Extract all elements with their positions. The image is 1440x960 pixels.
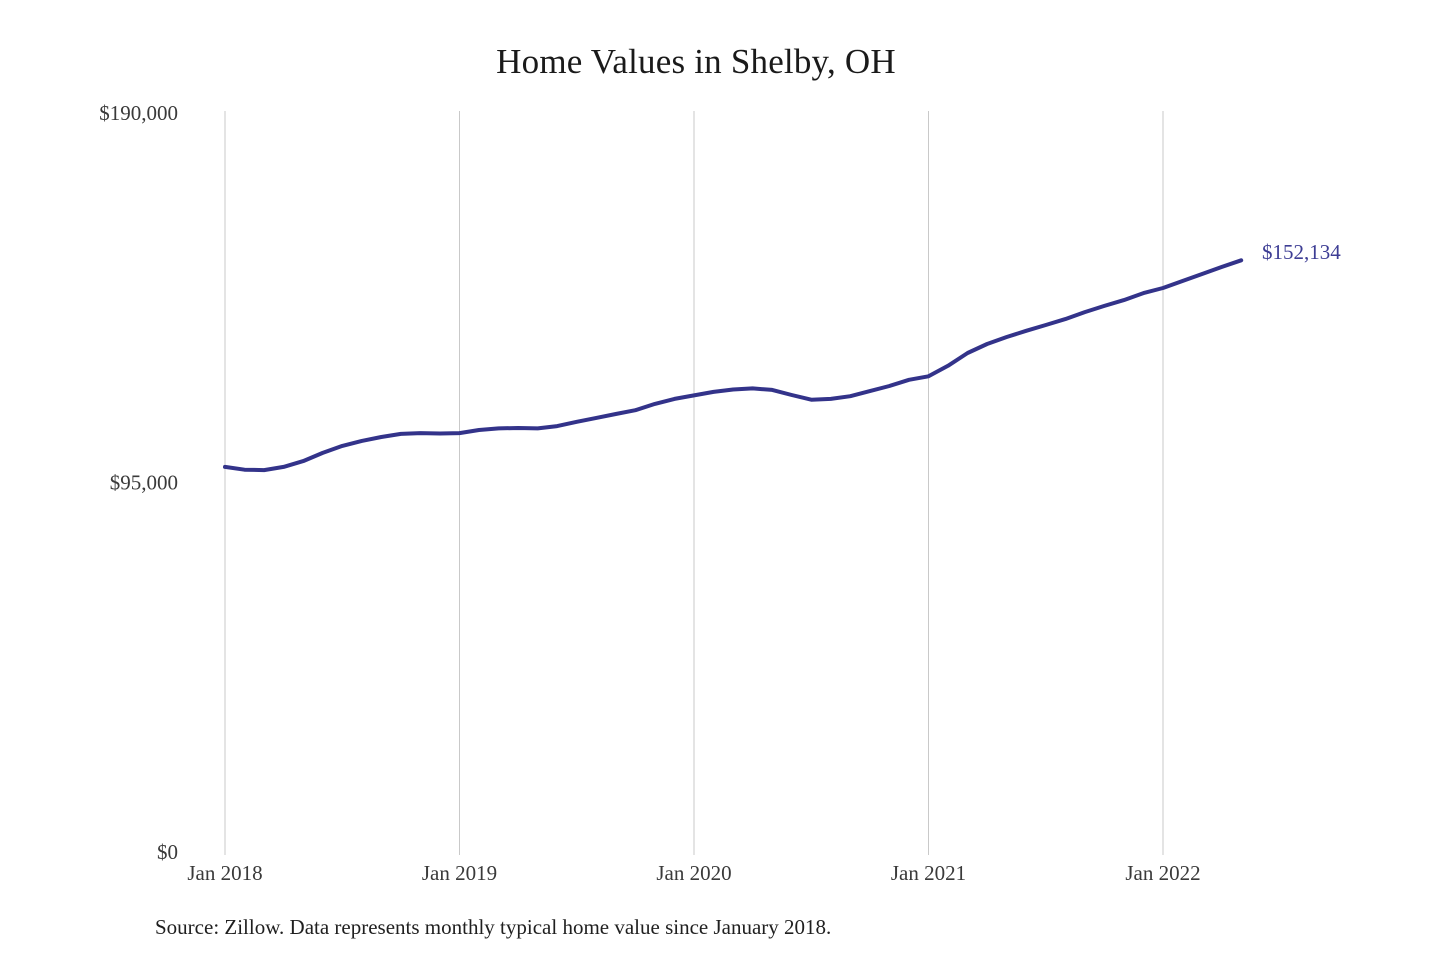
source-note: Source: Zillow. Data represents monthly … — [155, 915, 832, 939]
x-axis-label: Jan 2020 — [656, 861, 731, 885]
home-value-line — [223, 258, 1244, 473]
x-axis-label: Jan 2018 — [187, 861, 262, 885]
y-axis-label: $0 — [157, 840, 178, 864]
x-axis-label: Jan 2022 — [1125, 861, 1200, 885]
y-axis-label: $95,000 — [110, 471, 178, 495]
y-axis-label: $190,000 — [99, 101, 178, 125]
x-axis-label: Jan 2019 — [422, 861, 497, 885]
chart-title: Home Values in Shelby, OH — [496, 42, 896, 81]
x-axis-label: Jan 2021 — [891, 861, 966, 885]
end-value-label: $152,134 — [1262, 240, 1341, 264]
